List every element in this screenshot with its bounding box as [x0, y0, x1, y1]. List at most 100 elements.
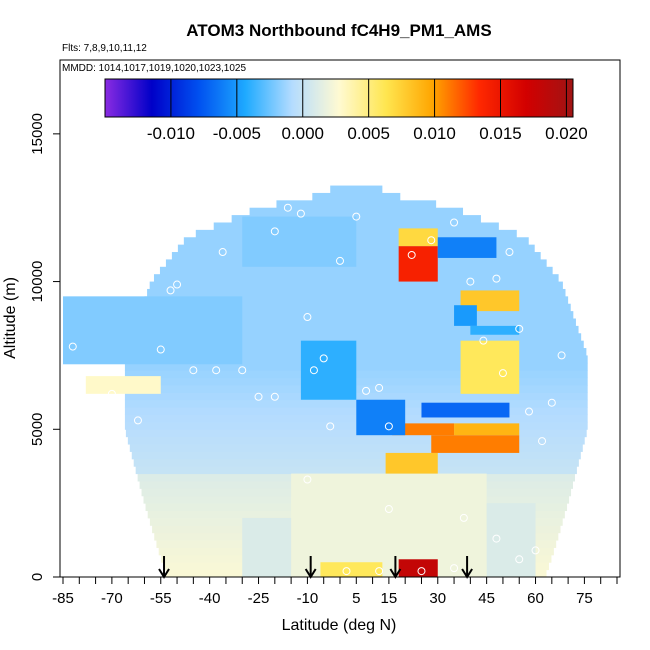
sample-point: [218, 248, 227, 257]
sample-point: [173, 280, 182, 289]
x-tick-label: 60: [527, 590, 544, 607]
sample-point: [133, 416, 142, 425]
sample-point: [146, 227, 155, 236]
sample-point: [538, 437, 547, 446]
sample-point: [352, 212, 361, 221]
sample-point: [238, 366, 247, 375]
heat-band: [276, 200, 437, 209]
x-tick-label: -40: [199, 590, 221, 607]
x-tick-label: -85: [52, 590, 74, 607]
colorbar-tick-label: 0.010: [413, 124, 456, 143]
sample-point: [450, 218, 459, 227]
colorbar-tick-label: -0.005: [213, 124, 261, 143]
sample-point: [427, 236, 436, 245]
sample-point: [375, 383, 384, 392]
sample-point: [384, 422, 393, 431]
heat-anomaly: [421, 402, 510, 418]
sample-point: [65, 271, 74, 280]
heat-band: [249, 207, 464, 216]
sample-point: [156, 345, 165, 354]
sample-point: [466, 277, 475, 286]
y-tick-label: 5000: [29, 413, 46, 446]
heat-anomaly: [460, 340, 520, 394]
sample-point: [492, 274, 501, 283]
sample-point: [303, 313, 312, 322]
sample-point: [326, 422, 335, 431]
heat-anomaly: [437, 237, 497, 258]
y-tick-label: 15000: [29, 113, 46, 155]
y-tick-label: 10000: [29, 261, 46, 303]
heat-band: [330, 185, 383, 194]
sample-point: [270, 227, 279, 236]
sample-point: [342, 567, 351, 576]
sample-point: [407, 250, 416, 259]
y-tick-label: 0: [29, 573, 46, 581]
heat-anomaly: [454, 423, 520, 436]
heat-anomaly: [242, 216, 357, 267]
colorbar-tick-label: 0.020: [545, 124, 588, 143]
heat-band: [133, 458, 579, 467]
sample-point: [336, 256, 344, 265]
sample-point: [547, 398, 556, 407]
heat-band: [134, 325, 579, 334]
x-axis: -85 -70 -55 -40 -25 -10 5 15 30 45 60 75: [52, 577, 618, 607]
flights-note: Flts: 7,8,9,10,11,12: [62, 43, 147, 54]
chart-title: ATOM3 Northbound fC4H9_PM1_AMS: [186, 21, 491, 40]
sample-point: [296, 209, 305, 218]
sample-point: [114, 262, 123, 271]
y-axis: 0 5000 10000 15000: [29, 113, 60, 581]
sample-point: [189, 366, 198, 375]
heat-band: [124, 355, 588, 364]
sample-point: [375, 567, 384, 576]
heat-band: [124, 392, 588, 401]
heat-band: [124, 384, 588, 393]
x-tick-label: -55: [150, 590, 172, 607]
heat-anomaly: [63, 296, 243, 365]
heat-anomaly: [356, 399, 406, 436]
heat-anomaly: [398, 559, 438, 577]
heat-anomaly: [431, 435, 520, 453]
sample-point: [384, 505, 393, 514]
heat-band: [127, 436, 585, 445]
heat-band: [131, 333, 582, 342]
heat-anomaly: [454, 305, 477, 326]
x-tick-label: -25: [248, 590, 270, 607]
heat-anomaly: [470, 325, 520, 335]
dates-note: MMDD: 1014,1017,1019,1020,1023,1025: [62, 63, 246, 74]
colorbar: -0.010 -0.005 0.000 0.005 0.010 0.015 0.020: [104, 78, 588, 143]
sample-point: [515, 555, 524, 564]
heat-anomaly: [320, 562, 383, 577]
heat-band: [124, 370, 588, 379]
x-axis-title: Latitude (deg N): [282, 617, 397, 634]
colorbar-tick-label: 0.005: [347, 124, 390, 143]
heat-band: [131, 451, 581, 460]
sample-point: [531, 546, 540, 555]
heat-patch: [291, 473, 487, 577]
sample-point: [450, 564, 459, 573]
heat-band: [141, 303, 571, 312]
sample-point: [303, 475, 312, 484]
sample-points: [65, 203, 566, 576]
heat-band: [159, 266, 553, 275]
heat-anomaly: [385, 452, 438, 474]
heat-band: [149, 281, 563, 290]
heat-patch: [242, 517, 292, 577]
heat-band: [126, 348, 587, 356]
sample-point: [270, 392, 279, 401]
heat-band: [124, 362, 588, 371]
x-tick-label: 15: [381, 590, 398, 607]
sample-point: [459, 513, 468, 522]
sample-point: [319, 354, 328, 363]
sample-point: [166, 286, 175, 295]
heat-patch: [486, 503, 536, 577]
heat-anomaly: [398, 246, 438, 282]
x-tick-label: 45: [478, 590, 495, 607]
sample-point: [75, 380, 84, 389]
x-tick-label: -10: [297, 590, 319, 607]
heat-band: [124, 377, 588, 386]
sample-point: [309, 366, 318, 375]
heat-band: [135, 466, 577, 475]
heat-band: [312, 192, 401, 201]
heat-anomaly: [300, 340, 357, 400]
sample-point: [107, 389, 116, 398]
